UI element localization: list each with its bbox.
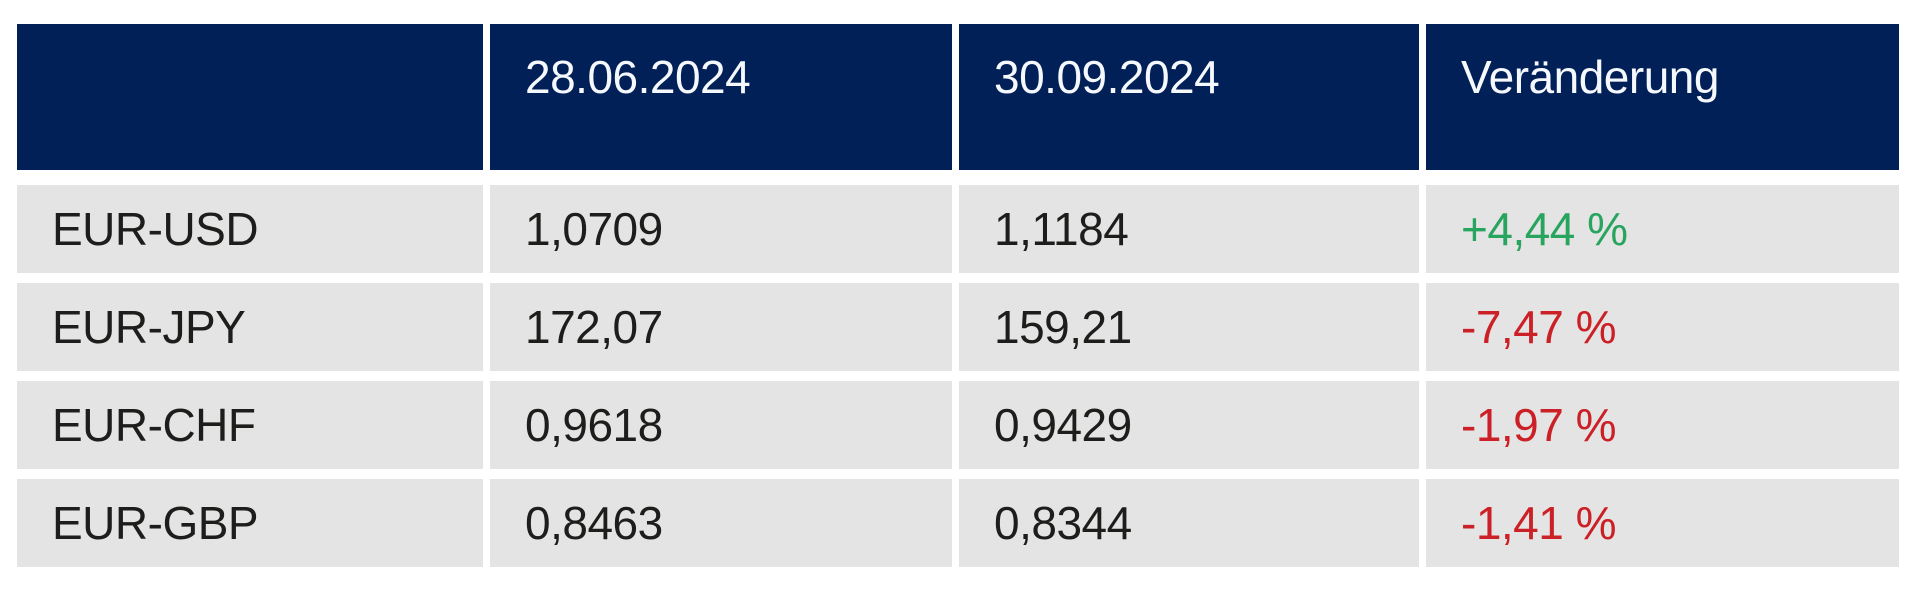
change-value: -1,41 % [1426, 479, 1899, 567]
fx-rates-table: 28.06.2024 30.09.2024 Veränderung EUR-US… [17, 24, 1903, 567]
rate-start: 1,0709 [490, 185, 952, 273]
rate-end: 159,21 [959, 283, 1419, 371]
pair-label: EUR-USD [17, 185, 483, 273]
rate-end: 1,1184 [959, 185, 1419, 273]
rate-start: 0,8463 [490, 479, 952, 567]
column-header-date-start: 28.06.2024 [490, 24, 952, 170]
column-header-empty [17, 24, 483, 170]
rate-end: 0,9429 [959, 381, 1419, 469]
pair-label: EUR-CHF [17, 381, 483, 469]
pair-label: EUR-GBP [17, 479, 483, 567]
change-value: +4,44 % [1426, 185, 1899, 273]
rate-end: 0,8344 [959, 479, 1419, 567]
rate-start: 172,07 [490, 283, 952, 371]
rate-start: 0,9618 [490, 381, 952, 469]
pair-label: EUR-JPY [17, 283, 483, 371]
column-header-change: Veränderung [1426, 24, 1899, 170]
column-header-date-end: 30.09.2024 [959, 24, 1419, 170]
table-header-row: 28.06.2024 30.09.2024 Veränderung [17, 24, 1903, 170]
change-value: -7,47 % [1426, 283, 1899, 371]
change-value: -1,97 % [1426, 381, 1899, 469]
table-body: EUR-USD 1,0709 1,1184 +4,44 % EUR-JPY 17… [17, 185, 1903, 567]
